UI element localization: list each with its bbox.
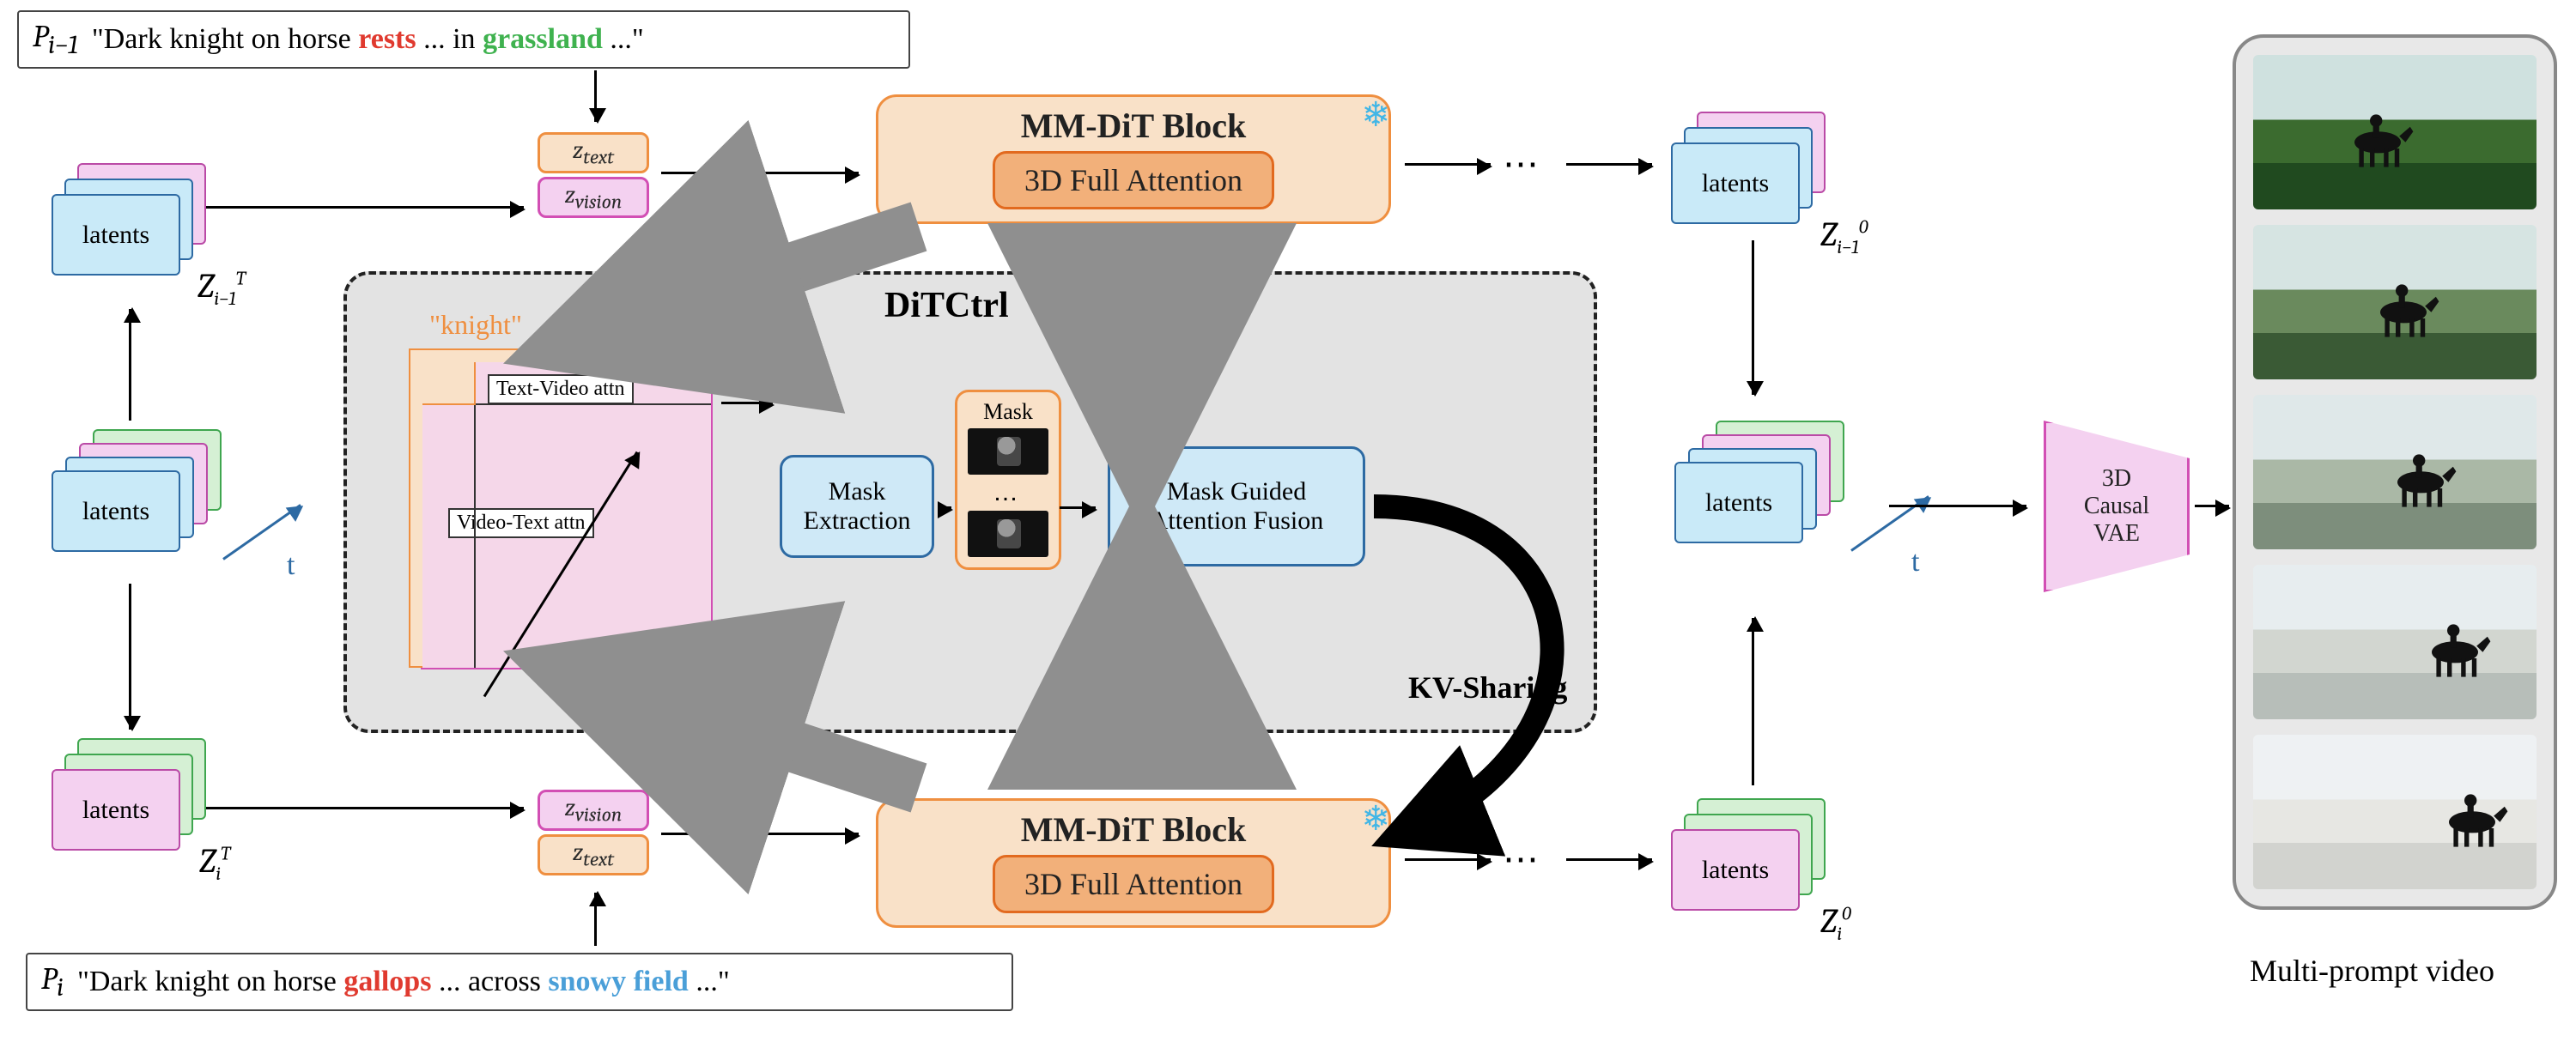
horse-silhouette: [2339, 94, 2416, 172]
label-Zprev0: Zi−10: [1820, 215, 1868, 258]
latents-label: latents: [1705, 488, 1772, 518]
arrow-vae-to-video: [2195, 505, 2229, 507]
latents-prev-0: latents: [1671, 112, 1826, 240]
big-arrows-svg: [0, 0, 2576, 1048]
arrow-Zcurr0-to-mid: [1752, 618, 1754, 785]
output-video-panel: [2233, 34, 2557, 910]
horse-silhouette: [2382, 434, 2459, 512]
latents-right-mid: latents: [1674, 421, 1855, 575]
time-label-right: t: [1911, 546, 1919, 579]
latents-label: latents: [1702, 169, 1769, 198]
horse-silhouette: [2416, 604, 2494, 682]
output-frame: [2253, 565, 2537, 719]
latents-curr-0: latents: [1671, 798, 1826, 927]
label-Zcurr0: Zi0: [1820, 901, 1851, 945]
kv-sharing-label: KV-Sharing: [1408, 669, 1567, 706]
latents-label: latents: [1702, 856, 1769, 885]
horse-silhouette: [2365, 264, 2442, 342]
output-frame: [2253, 395, 2537, 549]
output-frame: [2253, 55, 2537, 209]
horse-silhouette: [2433, 774, 2511, 851]
output-frame: [2253, 225, 2537, 379]
arrow-Zprev0-to-mid: [1752, 240, 1754, 395]
arrow-latents-to-vae: [1889, 505, 2026, 507]
output-frame: [2253, 735, 2537, 889]
output-caption: Multi-prompt video: [2250, 953, 2494, 989]
